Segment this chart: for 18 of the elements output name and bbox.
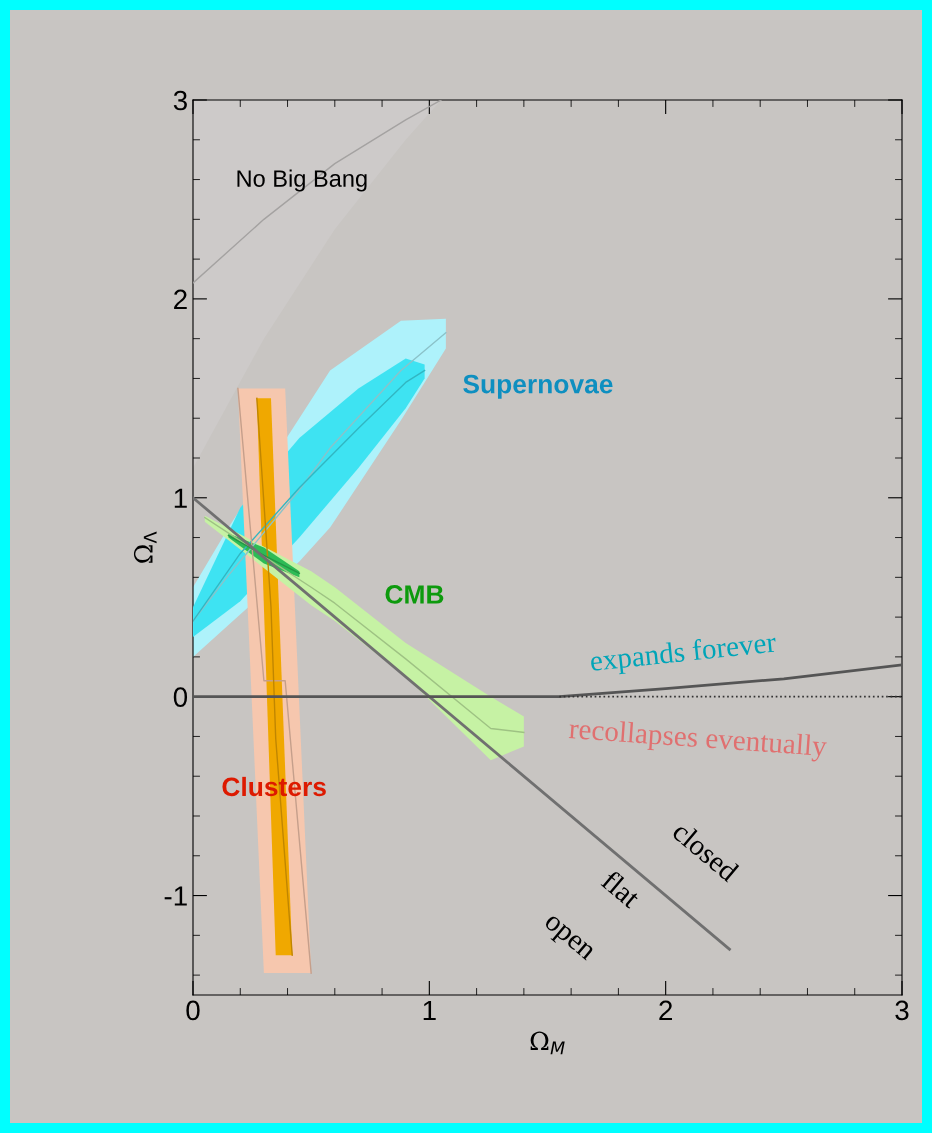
x-axis-title: Ω$_{M}$	[530, 1031, 565, 1055]
x-tick-label: 3	[895, 1000, 909, 1021]
x-tick-label: 2	[659, 1000, 672, 1020]
y-tick-label: 1	[174, 488, 187, 508]
line-series	[193, 100, 442, 284]
y-axis-title: Ω$_{Λ}$	[133, 531, 157, 563]
annotation: Supernovae	[463, 374, 613, 399]
annotation: recollapses eventually	[568, 717, 828, 763]
x-tick-label: 1	[423, 1000, 436, 1020]
annotation: expands forever	[589, 631, 778, 678]
y-tick-label: 2	[174, 289, 187, 309]
y-tick-label: 0	[173, 687, 188, 708]
y-tick-label: 3	[173, 90, 187, 111]
annotation: flat	[600, 868, 643, 910]
y-tick-label: -1	[164, 886, 187, 906]
annotation: No Big Bang	[237, 169, 367, 192]
annotation: open	[539, 914, 595, 966]
annotation: CMB	[385, 585, 444, 604]
